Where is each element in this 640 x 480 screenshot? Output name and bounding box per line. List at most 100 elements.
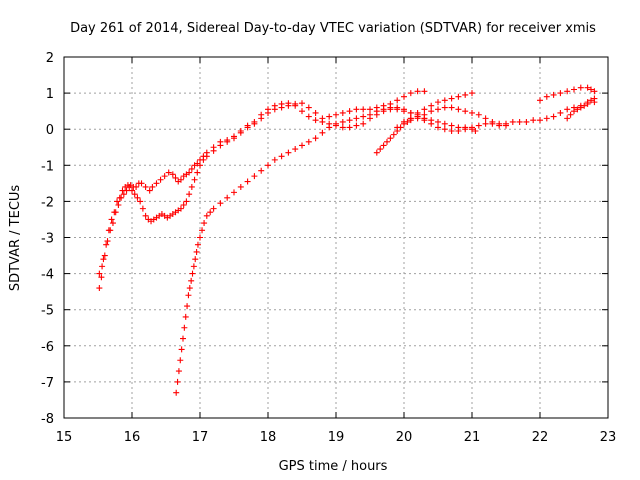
series-track-7	[537, 84, 598, 104]
data-point	[469, 126, 475, 133]
y-tick-label: 1	[46, 87, 54, 102]
data-point	[448, 95, 455, 102]
data-point	[244, 178, 251, 185]
data-point	[380, 142, 387, 149]
data-point	[157, 176, 164, 183]
data-point	[186, 169, 193, 176]
x-tick-label: 17	[192, 430, 209, 445]
y-tick-label: -5	[41, 304, 54, 319]
data-point	[346, 124, 353, 131]
data-point	[421, 88, 428, 95]
data-point	[149, 183, 156, 190]
data-point	[319, 129, 326, 136]
data-point	[123, 187, 130, 194]
data-point	[188, 183, 195, 190]
data-point	[469, 90, 475, 97]
data-point	[326, 113, 333, 120]
data-point	[353, 122, 360, 129]
series-track-8	[564, 95, 598, 122]
data-point	[401, 93, 407, 100]
data-point	[503, 122, 509, 129]
data-point	[181, 324, 188, 331]
data-point	[448, 122, 455, 129]
grid-layer	[64, 57, 608, 418]
x-tick-label: 20	[396, 430, 413, 445]
data-point	[475, 111, 482, 118]
y-tick-label: -8	[41, 412, 54, 427]
data-point	[142, 212, 149, 219]
data-point	[112, 209, 119, 216]
data-point	[133, 183, 140, 190]
plot-frame	[63, 56, 609, 419]
data-point	[557, 109, 564, 116]
x-tick-label: 16	[124, 430, 141, 445]
data-point	[428, 108, 435, 115]
data-point	[577, 104, 584, 111]
data-point	[189, 270, 196, 277]
data-point	[231, 189, 237, 196]
data-point	[217, 142, 224, 149]
data-point	[190, 263, 197, 270]
data-point	[231, 135, 237, 142]
data-point	[387, 135, 394, 142]
chart-title: Day 261 of 2014, Sidereal Day-to-day VTE…	[70, 21, 596, 36]
data-point	[139, 205, 146, 212]
data-point	[299, 108, 305, 115]
data-point	[414, 109, 421, 116]
data-point	[537, 97, 543, 104]
data-point	[319, 115, 326, 122]
data-point	[367, 106, 373, 113]
data-point	[99, 263, 106, 270]
data-point	[428, 117, 435, 124]
data-point	[588, 97, 594, 104]
x-axis-label: GPS time / hours	[279, 459, 388, 474]
data-point	[360, 120, 367, 127]
data-point	[193, 248, 200, 255]
data-point	[516, 118, 523, 125]
data-point	[421, 106, 428, 113]
data-point	[292, 146, 299, 153]
data-point	[380, 106, 387, 113]
data-point	[98, 274, 105, 281]
data-point	[312, 117, 319, 124]
data-point	[178, 346, 185, 353]
data-point	[414, 88, 421, 95]
data-point	[305, 113, 312, 120]
data-point	[377, 146, 384, 153]
data-layer	[96, 84, 598, 396]
data-point	[401, 108, 407, 115]
data-point	[435, 106, 441, 113]
data-point	[567, 111, 574, 118]
data-point	[564, 115, 571, 122]
data-point	[217, 200, 224, 207]
data-point	[360, 106, 367, 113]
series-track-3	[173, 99, 598, 396]
data-point	[237, 129, 244, 136]
x-tick-label: 19	[328, 430, 345, 445]
data-point	[367, 111, 373, 118]
data-point	[312, 135, 319, 142]
data-point	[462, 124, 469, 131]
data-point	[462, 108, 469, 115]
data-point	[571, 86, 577, 93]
data-point	[138, 180, 145, 187]
data-point	[591, 88, 598, 95]
data-point	[103, 241, 110, 248]
data-point	[496, 120, 503, 127]
x-tick-label: 18	[260, 430, 277, 445]
data-point	[186, 285, 193, 292]
data-point	[114, 198, 121, 205]
data-point	[177, 176, 184, 183]
data-point	[455, 106, 462, 113]
data-point	[339, 124, 346, 131]
data-point	[186, 191, 193, 198]
data-point	[177, 357, 184, 364]
data-point	[550, 113, 557, 120]
data-point	[543, 115, 550, 122]
data-point	[523, 118, 530, 125]
data-point	[146, 187, 153, 194]
data-point	[101, 252, 108, 259]
data-point	[210, 205, 217, 212]
